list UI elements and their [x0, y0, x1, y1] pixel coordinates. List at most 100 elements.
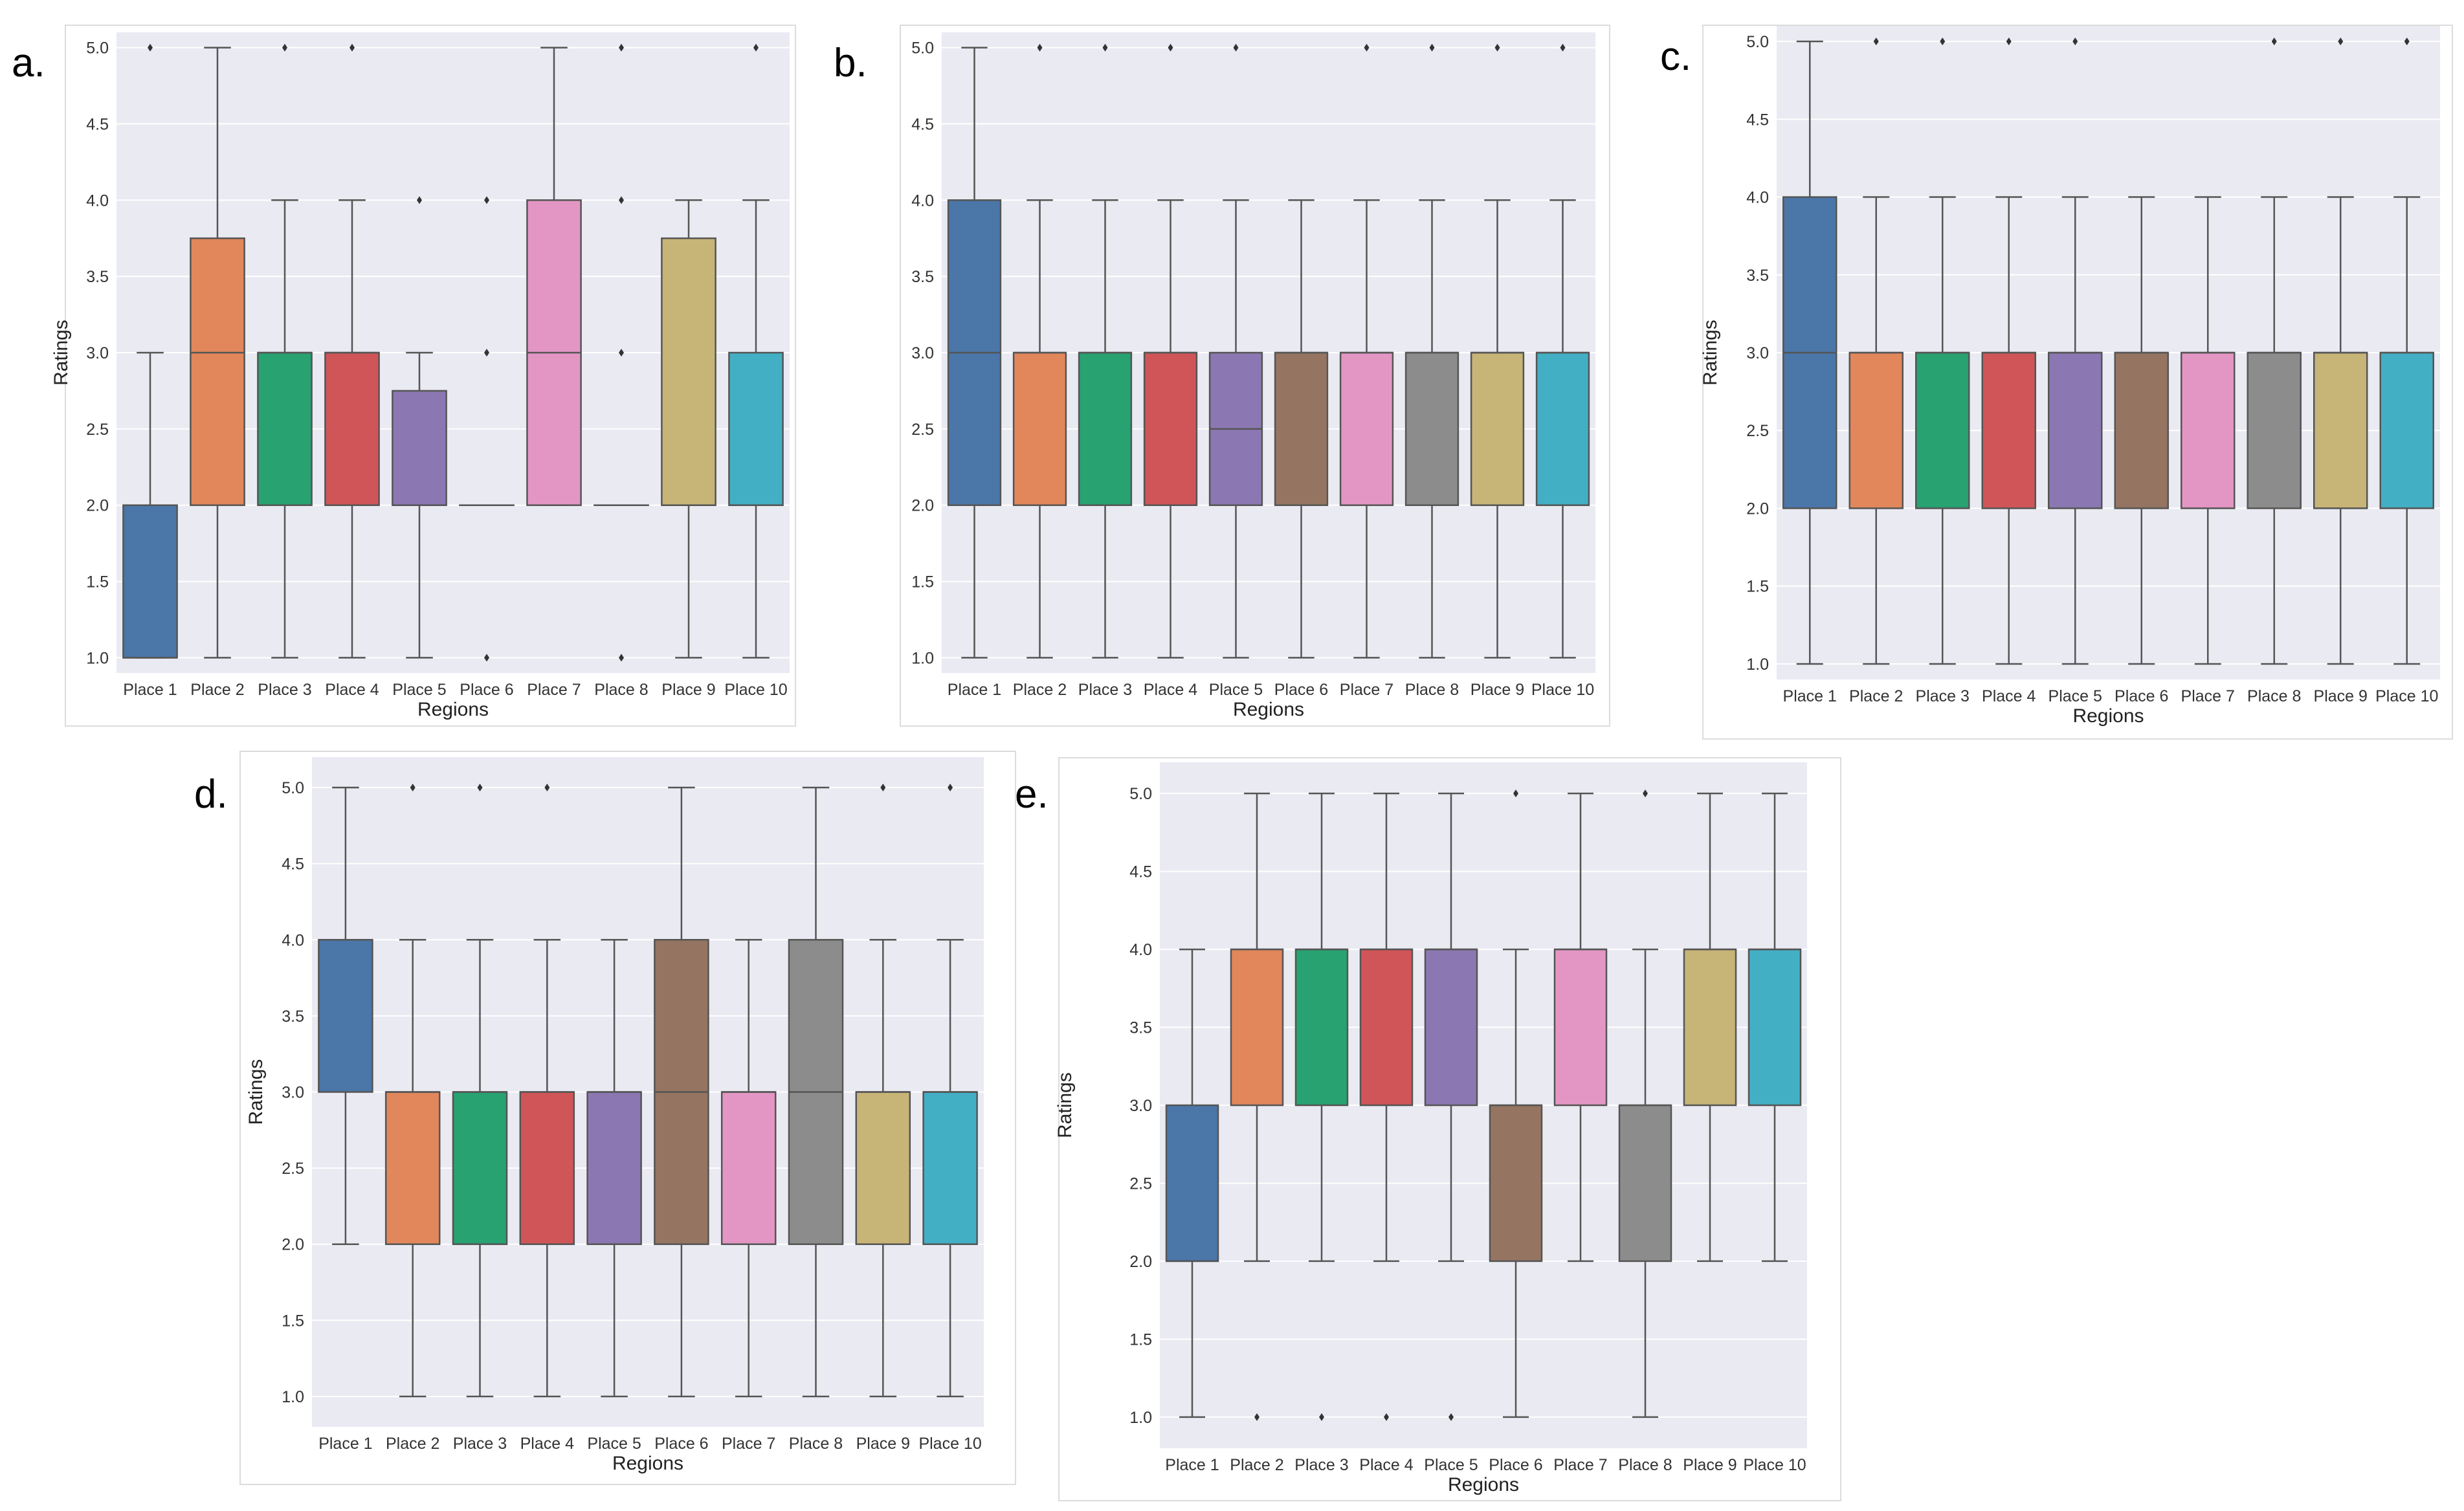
iqr-box — [728, 351, 784, 506]
box-place-4 — [1981, 38, 2036, 665]
box-place-8 — [1404, 43, 1460, 659]
x-tick-label: Place 9 — [1683, 1456, 1737, 1474]
x-tick-label: Place 5 — [1424, 1456, 1478, 1474]
outlier-point — [544, 784, 550, 792]
y-axis-label: Ratings — [50, 320, 72, 386]
y-tick-label: 5.0 — [1746, 33, 1769, 51]
y-axis-label: Ratings — [245, 1059, 267, 1125]
iqr-box — [2313, 351, 2368, 509]
panel-b-letter: b. — [834, 41, 867, 85]
box-place-10 — [728, 43, 784, 659]
iqr-box — [2048, 351, 2103, 509]
box-place-5 — [392, 196, 447, 659]
iqr-box — [1748, 948, 1802, 1107]
iqr-box — [1915, 351, 1970, 509]
y-tick-label: 4.0 — [86, 192, 109, 210]
x-tick-label: Place 2 — [386, 1435, 439, 1453]
iqr-box — [1553, 948, 1608, 1107]
y-tick-label: 2.0 — [86, 497, 109, 515]
outlier-point — [1384, 1413, 1389, 1421]
y-tick-label: 3.0 — [282, 1084, 304, 1102]
y-tick-label: 1.5 — [911, 573, 934, 591]
box-place-2 — [1848, 38, 1903, 665]
y-tick-label: 1.5 — [86, 573, 109, 591]
iqr-box — [1470, 351, 1525, 506]
y-tick-label: 1.0 — [282, 1388, 304, 1406]
x-tick-label: Place 1 — [1165, 1456, 1219, 1474]
box-place-1 — [318, 786, 373, 1245]
x-tick-label: Place 6 — [1489, 1456, 1542, 1474]
x-tick-label: Place 7 — [527, 681, 581, 699]
x-tick-label: Place 10 — [1531, 681, 1594, 699]
x-tick-label: Place 6 — [460, 681, 513, 699]
x-tick-label: Place 4 — [1144, 681, 1197, 699]
box-place-2 — [1230, 792, 1284, 1421]
x-tick-label: Place 9 — [661, 681, 715, 699]
y-tick-label: 4.0 — [1746, 189, 1769, 207]
box-place-1 — [1165, 948, 1219, 1418]
outlier-point — [148, 43, 153, 52]
panel-a-letter: a. — [12, 41, 45, 85]
y-tick-label: 2.0 — [1746, 500, 1769, 518]
box-place-9 — [1470, 43, 1525, 659]
y-tick-label: 2.0 — [911, 497, 934, 515]
x-tick-label: Place 6 — [1274, 681, 1328, 699]
x-axis-label: Regions — [417, 699, 489, 720]
iqr-box — [190, 237, 245, 506]
outlier-point — [880, 784, 886, 792]
outlier-point — [2271, 38, 2277, 46]
iqr-box — [1078, 351, 1133, 506]
iqr-box — [392, 390, 447, 506]
box-place-5 — [1424, 792, 1478, 1421]
x-axis-label: Regions — [1233, 699, 1304, 720]
outlier-point — [1037, 43, 1043, 52]
iqr-box — [855, 1091, 911, 1245]
outlier-point — [1873, 38, 1879, 46]
x-tick-label: Place 10 — [2375, 687, 2438, 705]
x-tick-label: Place 6 — [654, 1435, 708, 1453]
outlier-point — [1102, 43, 1108, 52]
outlier-point — [410, 784, 416, 792]
box-place-5 — [2048, 38, 2103, 665]
iqr-box — [1359, 948, 1414, 1107]
y-tick-label: 3.0 — [1129, 1097, 1152, 1115]
iqr-box — [1339, 351, 1394, 506]
x-tick-label: Place 10 — [918, 1435, 981, 1453]
outlier-point — [484, 196, 489, 204]
y-tick-label: 5.0 — [1129, 785, 1152, 803]
outlier-point — [1429, 43, 1435, 52]
y-tick-label: 4.5 — [282, 855, 304, 874]
iqr-box — [661, 237, 716, 506]
box-place-4 — [324, 43, 380, 659]
outlier-point — [1940, 38, 1946, 46]
outlier-point — [2006, 38, 2012, 46]
iqr-box — [2379, 351, 2434, 509]
iqr-box — [318, 939, 373, 1093]
outlier-point — [1233, 43, 1239, 52]
box-place-3 — [452, 784, 508, 1398]
panel-e-letter: e. — [1015, 772, 1049, 817]
box-place-7 — [1339, 43, 1394, 659]
box-place-6 — [654, 786, 709, 1398]
y-tick-label: 4.5 — [1746, 111, 1769, 129]
y-tick-label: 5.0 — [282, 779, 304, 797]
y-tick-label: 1.0 — [1129, 1409, 1152, 1427]
box-place-7 — [720, 939, 777, 1398]
y-tick-label: 2.5 — [911, 421, 934, 439]
y-tick-label: 3.0 — [911, 344, 934, 362]
x-tick-label: Place 8 — [1618, 1456, 1672, 1474]
outlier-point — [1319, 1413, 1324, 1421]
x-tick-label: Place 10 — [1743, 1456, 1806, 1474]
box-place-3 — [1294, 792, 1349, 1421]
box-place-10 — [2379, 38, 2434, 665]
x-tick-label: Place 3 — [258, 681, 311, 699]
x-tick-label: Place 5 — [587, 1435, 641, 1453]
box-place-7 — [1553, 792, 1608, 1263]
outlier-point — [2072, 38, 2078, 46]
y-tick-label: 2.5 — [1746, 422, 1769, 440]
iqr-box — [1424, 948, 1478, 1107]
iqr-box — [720, 1091, 777, 1245]
y-tick-label: 1.0 — [1746, 656, 1769, 674]
y-tick-label: 2.5 — [86, 421, 109, 439]
y-tick-label: 4.0 — [282, 931, 304, 949]
